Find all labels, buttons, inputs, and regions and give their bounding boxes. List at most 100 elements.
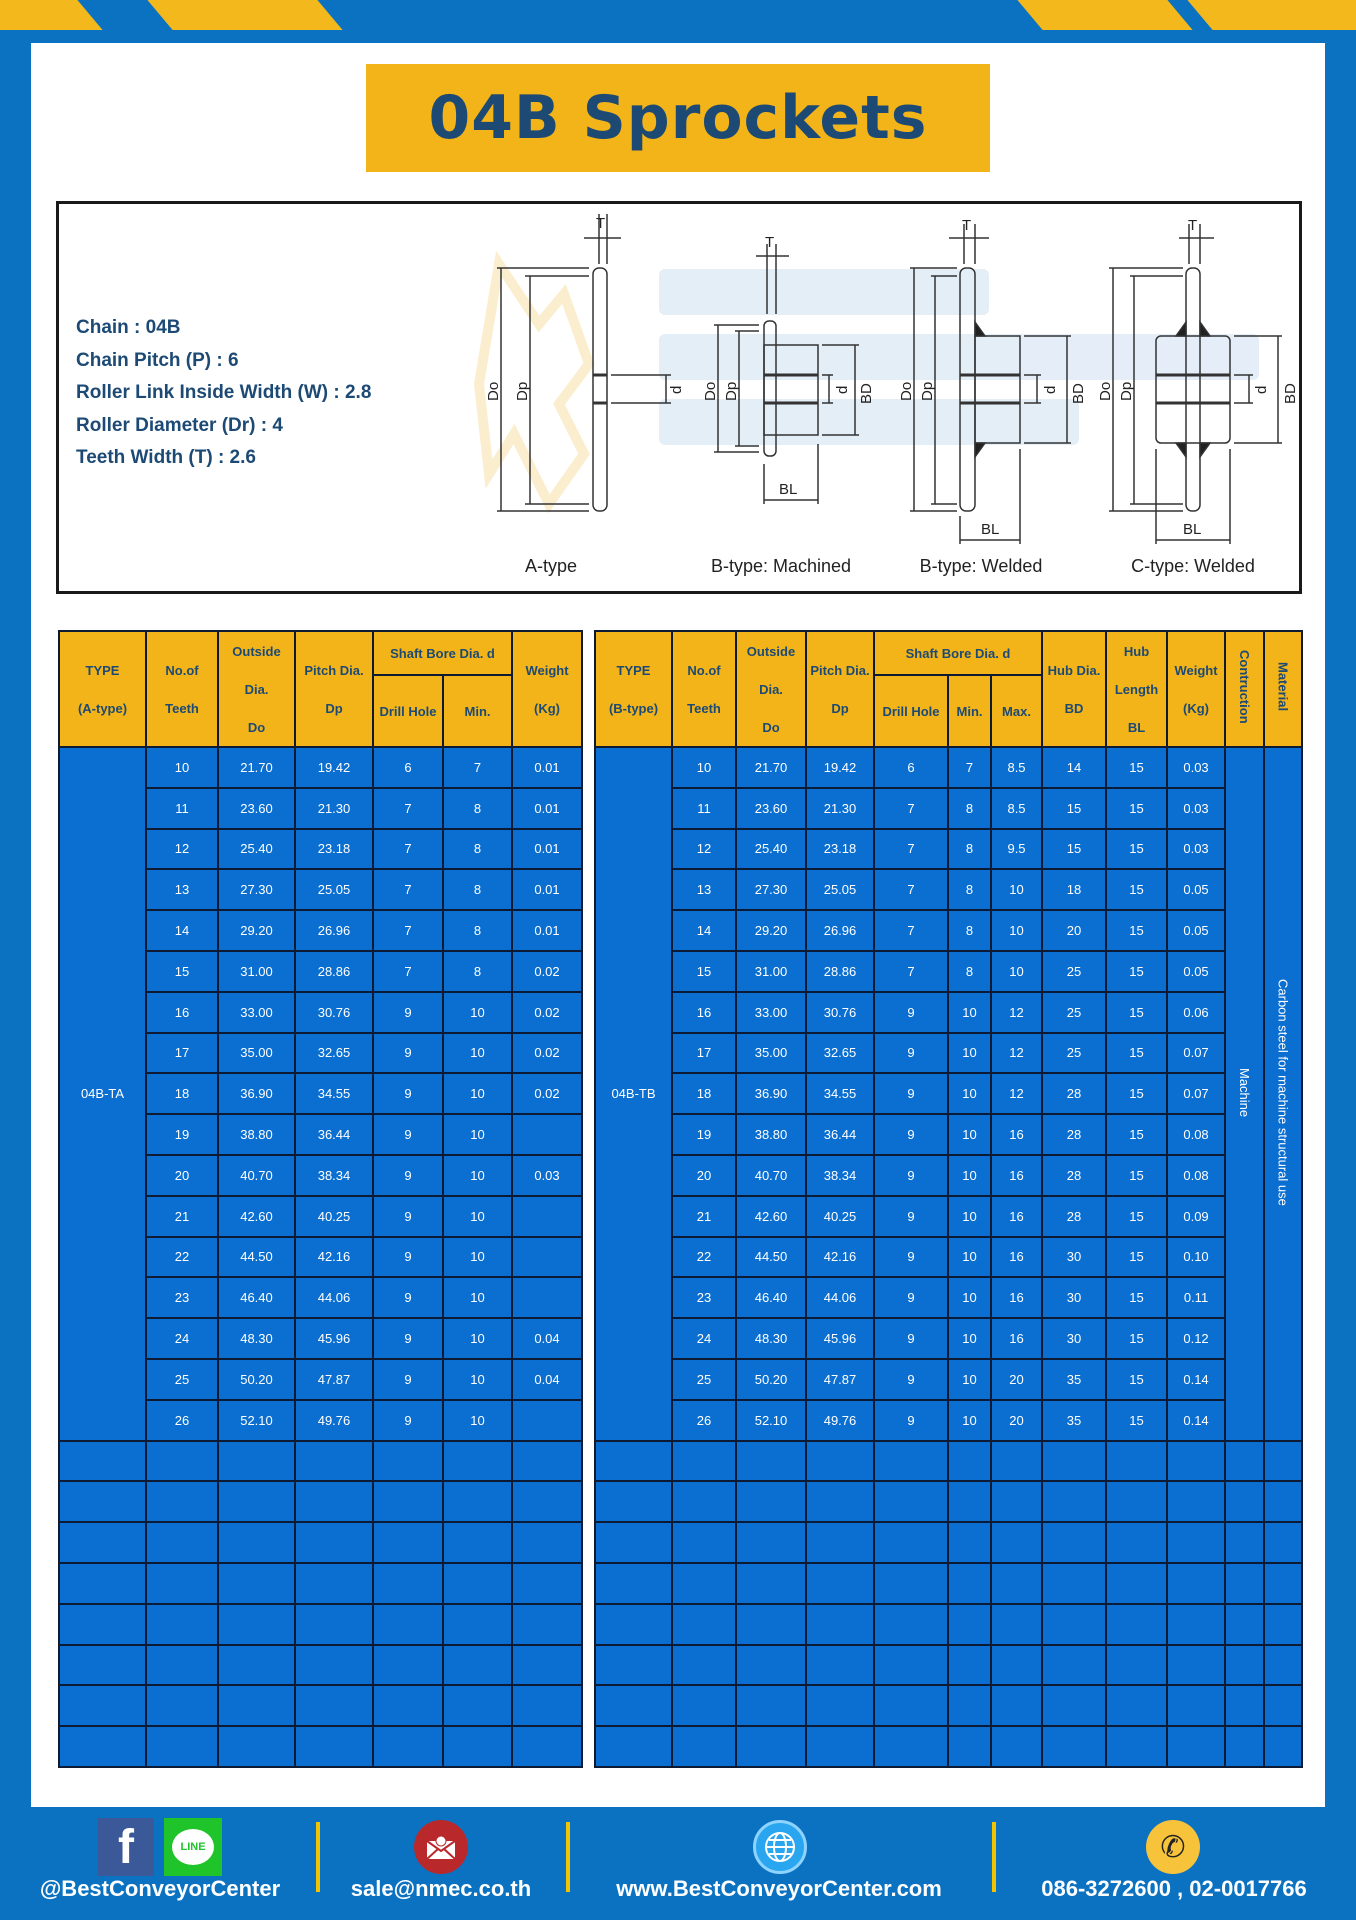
line-icon[interactable]: LINE [164, 1818, 222, 1876]
table-row: 15 31.00 28.86 7 8 0.02 [59, 949, 583, 993]
table-cell: 9 [873, 1276, 949, 1320]
table-cell [58, 1725, 147, 1768]
table-cell [735, 1725, 807, 1768]
table-cell: 23.18 [805, 827, 875, 871]
email-icon[interactable] [414, 1820, 468, 1874]
table-cell [735, 1643, 807, 1687]
table-cell: 18 [1041, 868, 1108, 912]
table-row: 20 40.70 38.34 9 10 0.03 [59, 1153, 583, 1197]
header-min: Min. [442, 674, 513, 748]
table-cell: 9 [372, 1317, 444, 1360]
table-cell: 25 [1041, 1031, 1108, 1075]
table-cell: 9 [873, 1398, 949, 1442]
table-cell: 52.10 [217, 1398, 296, 1442]
table-cell: 21.70 [217, 746, 296, 789]
table-cell: 32.65 [805, 1031, 875, 1075]
phone-icon[interactable]: ✆ [1146, 1820, 1200, 1874]
dim-bd: BD [858, 383, 875, 404]
table-cell: 16 [989, 1153, 1044, 1197]
table-cell: 11 [671, 786, 737, 830]
header-teeth: No.of Teeth [145, 630, 219, 748]
globe-icon[interactable] [753, 1820, 807, 1874]
b-type-table: TYPE (B-type) No.of Teeth Outside Dia. Do Pi… [594, 630, 1304, 1768]
empty-row [594, 1643, 1304, 1687]
table-row: 16 33.00 30.76 9 10 12 25 15 0.06 [595, 990, 1302, 1034]
table-cell: 15 [145, 949, 219, 993]
table-cell: 7 [372, 827, 444, 871]
table-cell: 0.09 [1166, 1194, 1227, 1238]
a-type-drawing: T Do Dp d [485, 214, 685, 512]
table-cell [671, 1602, 737, 1646]
table-cell: 0.01 [511, 746, 583, 789]
table-cell: 7 [372, 868, 444, 912]
table-cell: 26 [671, 1398, 737, 1442]
table-cell: 8 [947, 868, 992, 912]
table-cell [1166, 1439, 1227, 1483]
table-cell: 13 [671, 868, 737, 912]
table-cell [1041, 1561, 1108, 1605]
table-cell: 19.42 [805, 746, 875, 789]
table-cell: 8.5 [989, 746, 1044, 789]
table-cell [1224, 1521, 1266, 1564]
table-cell: 42.16 [805, 1235, 875, 1279]
table-row: 11 23.60 21.30 7 8 8.5 15 15 0.03 [595, 786, 1302, 830]
table-cell: 26.96 [294, 909, 374, 952]
table-cell [989, 1643, 1044, 1687]
table-cell [217, 1602, 296, 1646]
website-link[interactable]: www.BestConveyorCenter.com [616, 1876, 942, 1901]
table-cell: 0.02 [511, 949, 583, 993]
table-cell: 9 [873, 1153, 949, 1197]
table-cell: 0.02 [511, 990, 583, 1034]
spec-chain: Chain : 04B [76, 317, 181, 338]
email-link[interactable]: sale@nmec.co.th [350, 1876, 532, 1901]
table-cell: 6 [873, 746, 949, 789]
social-handle[interactable]: @BestConveyorCenter [39, 1876, 281, 1901]
label-c-welded: C-type: Welded [1131, 556, 1255, 576]
dim-d: d [668, 386, 685, 394]
table-cell: 44.06 [294, 1276, 374, 1320]
table-cell: 44.06 [805, 1276, 875, 1320]
empty-row [58, 1725, 583, 1768]
phone-numbers[interactable]: 086-3272600 , 02-0017766 [1041, 1876, 1307, 1901]
table-cell: 29.20 [735, 909, 807, 952]
table-cell [947, 1480, 992, 1524]
table-cell: 48.30 [735, 1317, 807, 1360]
table-cell: 7 [873, 827, 949, 871]
table-cell: 10 [442, 1357, 513, 1401]
table-cell [294, 1602, 374, 1646]
table-cell: 7 [372, 909, 444, 952]
table-cell [805, 1725, 875, 1768]
table-cell: 10 [947, 1194, 992, 1238]
spec-roller-diameter: Roller Diameter (Dr) : 4 [76, 414, 283, 436]
table-row: 04B-TB 10 21.70 19.42 6 7 8.5 14 15 0.03 Machine Ca… [594, 746, 1304, 1442]
table-cell: 0.05 [1166, 909, 1227, 952]
table-cell: 10 [442, 1031, 513, 1075]
header-shaft-bore: Shaft Bore Dia. d [372, 630, 513, 676]
table-cell: 48.30 [217, 1317, 296, 1360]
table-cell: 0.03 [1166, 827, 1227, 871]
table-cell [511, 1643, 583, 1687]
table-row: 24 48.30 45.96 9 10 0.04 [59, 1317, 583, 1360]
table-cell: 25.40 [735, 827, 807, 871]
table-cell [594, 1561, 673, 1605]
table-cell [671, 1684, 737, 1728]
material-cell: Carbon steel for machine structural use [1263, 746, 1304, 1442]
table-cell: 7 [442, 746, 513, 789]
footer-divider [316, 1822, 320, 1892]
type-cell: 04B-TA [58, 746, 147, 1442]
spec-pitch: Chain Pitch (P) : 6 [76, 349, 239, 371]
table-cell [58, 1439, 147, 1483]
header-outside-dia: Outside Dia. Do [217, 630, 296, 748]
table-cell: 9 [372, 1072, 444, 1116]
table-cell [989, 1439, 1044, 1483]
table-cell: 21.30 [294, 786, 374, 830]
table-cell [145, 1602, 219, 1646]
table-cell [1041, 1602, 1108, 1646]
table-row: 17 35.00 32.65 9 10 0.02 [59, 1031, 583, 1075]
facebook-icon[interactable]: f [98, 1818, 154, 1876]
label-b-welded: B-type: Welded [919, 556, 1043, 576]
table-cell [1105, 1439, 1169, 1483]
table-cell: 44.50 [217, 1235, 296, 1279]
header-construction: Contruction [1224, 630, 1266, 748]
table-cell: 21.70 [735, 746, 807, 789]
